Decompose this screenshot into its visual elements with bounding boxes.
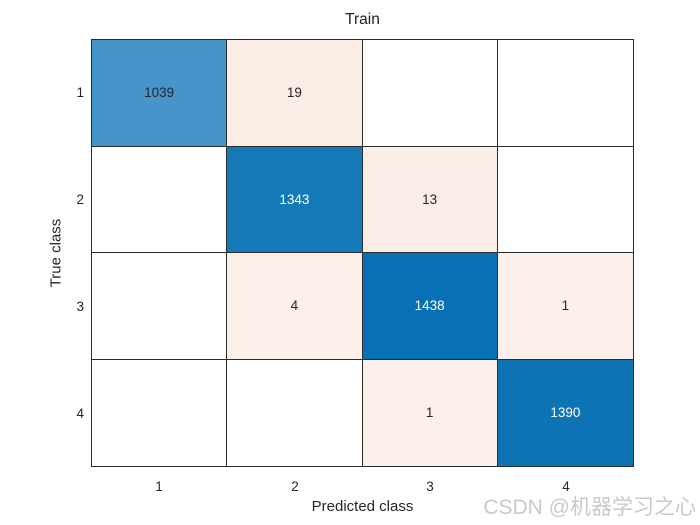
y-tick-3: 3 (76, 299, 84, 314)
confusion-matrix-grid: 1039 19 1343 13 4 1438 1 1 1390 (91, 39, 634, 467)
matrix-cell-r2c3: 13 (362, 146, 498, 253)
matrix-cell-r4c2 (227, 359, 363, 466)
matrix-cell-r3c4: 1 (497, 253, 633, 360)
y-tick-2: 2 (76, 192, 84, 207)
matrix-cell-r2c1 (92, 146, 228, 253)
matrix-cell-r4c4: 1390 (497, 359, 633, 466)
y-tick-1: 1 (76, 85, 84, 100)
matrix-cell-r4c1 (92, 359, 228, 466)
y-tick-4: 4 (76, 406, 84, 421)
matrix-cell-r3c3: 1438 (362, 253, 498, 360)
matrix-cell-r4c3: 1 (362, 359, 498, 466)
x-tick-3: 3 (426, 479, 434, 494)
matrix-cell-r3c1 (92, 253, 228, 360)
y-axis-label: True class (47, 218, 65, 288)
x-tick-2: 2 (291, 479, 299, 494)
matrix-cell-r1c4 (497, 40, 633, 147)
matrix-cell-r1c2: 19 (227, 40, 363, 147)
matrix-cell-r1c3 (362, 40, 498, 147)
chart-title: Train (345, 11, 380, 28)
matrix-cell-r1c1: 1039 (92, 40, 228, 147)
matrix-cell-r3c2: 4 (227, 253, 363, 360)
x-tick-1: 1 (155, 479, 163, 494)
watermark-text: CSDN @机器学习之心 (483, 496, 696, 519)
x-axis-label: Predicted class (311, 498, 414, 515)
matrix-cell-r2c2: 1343 (227, 146, 363, 253)
x-tick-4: 4 (562, 479, 570, 494)
matrix-cell-r2c4 (497, 146, 633, 253)
